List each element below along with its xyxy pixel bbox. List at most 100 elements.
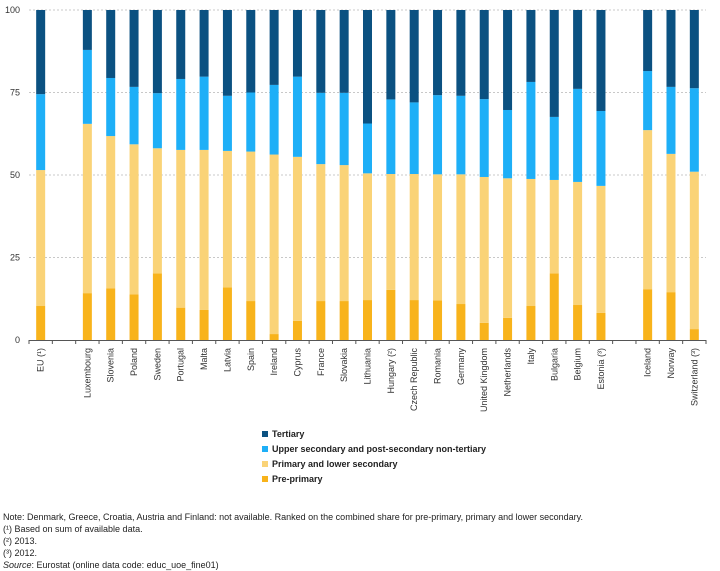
bar-segment-pre-primary [292, 320, 302, 340]
legend-swatch-upper-secondary [262, 445, 268, 452]
x-axis-labels: EU (¹) Luxembourg Slovenia Poland Sweden Port… [36, 348, 700, 413]
bar-segment-pre-primary [666, 292, 676, 340]
bar-segment-primary-and-lower-secondary [176, 149, 186, 308]
bar-segment-tertiary [526, 10, 536, 82]
bar-segment-upper-secondary-and-post-secondary-non-tertiary [246, 92, 256, 152]
bar-segment-upper-secondary-and-post-secondary-non-tertiary [456, 95, 466, 175]
bar-segment-tertiary [269, 10, 279, 85]
bar-segment-tertiary [152, 10, 162, 94]
bar-segment-pre-primary [129, 294, 139, 340]
footnote-3: (³) 2012. [3, 548, 38, 558]
bar-segment-upper-secondary-and-post-secondary-non-tertiary [386, 99, 396, 175]
bar-segment-tertiary [386, 10, 396, 100]
x-tick-label: Romania [433, 348, 443, 384]
x-tick-label: Poland [129, 348, 139, 376]
bar-segment-tertiary [246, 10, 256, 93]
bar-segment-upper-secondary-and-post-secondary-non-tertiary [106, 77, 116, 137]
x-tick-label: Italy [526, 348, 536, 365]
y-tick-label: 50 [10, 170, 20, 180]
bar-segment-upper-secondary-and-post-secondary-non-tertiary [36, 94, 46, 171]
legend-swatch-pre-primary [262, 475, 268, 482]
bar-segment-tertiary [339, 10, 349, 93]
bar-segment-pre-primary [106, 288, 116, 340]
x-tick-label: Lithuania [363, 348, 373, 385]
bar-segment-upper-secondary-and-post-secondary-non-tertiary [82, 49, 92, 124]
bar-segment-pre-primary [689, 329, 699, 340]
bar-segment-primary-and-lower-secondary [106, 136, 116, 289]
bar-segment-upper-secondary-and-post-secondary-non-tertiary [689, 88, 699, 172]
bar-segment-pre-primary [199, 309, 209, 340]
note-text: Note: Denmark, Greece, Croatia, Austria … [3, 512, 583, 522]
bar-segment-tertiary [503, 10, 513, 110]
bar-segment-pre-primary [36, 306, 46, 340]
bar-segment-primary-and-lower-secondary [316, 164, 326, 302]
bar-segment-pre-primary [549, 273, 559, 340]
bar-segment-upper-secondary-and-post-secondary-non-tertiary [199, 76, 209, 150]
y-tick-label: 75 [10, 88, 20, 98]
bar-segment-upper-secondary-and-post-secondary-non-tertiary [269, 84, 279, 155]
bar-segment-tertiary [643, 10, 653, 72]
bar-segment-pre-primary [409, 300, 419, 340]
bar-segment-primary-and-lower-secondary [433, 174, 443, 301]
bar-segment-pre-primary [363, 300, 372, 340]
bar-segment-tertiary [82, 10, 92, 50]
bar-segment-pre-primary [526, 306, 536, 340]
bar-segment-tertiary [222, 10, 232, 96]
legend-item-tertiary: Tertiary [262, 426, 486, 441]
bar-segment-tertiary [689, 10, 699, 89]
bar-segment-pre-primary [386, 289, 396, 340]
bar-segment-primary-and-lower-secondary [292, 156, 302, 321]
bar-segment-primary-and-lower-secondary [339, 165, 349, 302]
bar-segment-primary-and-lower-secondary [456, 174, 466, 305]
x-tick-label: France [316, 348, 326, 376]
x-tick-label: Cyprus [292, 348, 302, 377]
bar-segment-primary-and-lower-secondary [689, 171, 699, 330]
bar-segment-primary-and-lower-secondary [666, 153, 676, 293]
y-tick-label: 100 [5, 5, 20, 15]
legend-item-pre-primary: Pre-primary [262, 471, 486, 486]
bar-segment-upper-secondary-and-post-secondary-non-tertiary [503, 109, 513, 179]
bar-segment-primary-and-lower-secondary [409, 174, 419, 301]
source-label: Source [3, 560, 32, 570]
bar-segment-tertiary [316, 10, 326, 93]
bar-segment-pre-primary [596, 312, 606, 340]
legend-label: Primary and lower secondary [272, 458, 398, 469]
bar-segment-pre-primary [643, 289, 653, 340]
bar-segment-tertiary [106, 10, 116, 78]
x-tick-label: Norway [666, 348, 676, 379]
legend-item-primary: Primary and lower secondary [262, 456, 486, 471]
bar-segment-pre-primary [82, 293, 92, 340]
x-tick-label: Slovenia [106, 348, 116, 383]
bar-segment-primary-and-lower-secondary [36, 170, 46, 307]
bar-segment-primary-and-lower-secondary [386, 174, 396, 290]
x-tick-label: Bulgaria [549, 348, 559, 381]
bar-segment-upper-secondary-and-post-secondary-non-tertiary [363, 123, 372, 174]
bar-segment-pre-primary [246, 301, 256, 340]
x-tick-label: Netherlands [503, 348, 513, 397]
gridlines [29, 9, 706, 258]
bar-segment-tertiary [433, 10, 443, 96]
bar-segment-primary-and-lower-secondary [479, 176, 489, 323]
bar-segment-pre-primary [316, 301, 326, 340]
bar-segment-primary-and-lower-secondary [246, 151, 256, 302]
x-tick-label: Malta [199, 348, 209, 370]
bar-segment-primary-and-lower-secondary [363, 173, 372, 301]
bar-segment-primary-and-lower-secondary [269, 154, 279, 335]
x-tick-label: Luxembourg [82, 348, 92, 398]
bar-segment-primary-and-lower-secondary [596, 185, 606, 313]
bar-segment-pre-primary [456, 304, 466, 340]
bar-segment-primary-and-lower-secondary [199, 149, 209, 310]
bar-segment-upper-secondary-and-post-secondary-non-tertiary [573, 88, 583, 182]
bar-segment-tertiary [129, 10, 139, 87]
x-tick-label: Slovakia [339, 348, 349, 382]
x-axis [28, 340, 707, 344]
bar-segment-pre-primary [176, 307, 186, 340]
bar-segment-primary-and-lower-secondary [643, 130, 653, 290]
bar-segment-tertiary [573, 10, 583, 89]
bar-segment-primary-and-lower-secondary [549, 179, 559, 274]
bar-segment-tertiary [479, 10, 489, 100]
bar-segment-upper-secondary-and-post-secondary-non-tertiary [222, 95, 232, 151]
bar-segment-pre-primary [479, 322, 489, 340]
x-tick-label: Sweden [152, 348, 162, 381]
bar-segment-upper-secondary-and-post-secondary-non-tertiary [596, 110, 606, 186]
